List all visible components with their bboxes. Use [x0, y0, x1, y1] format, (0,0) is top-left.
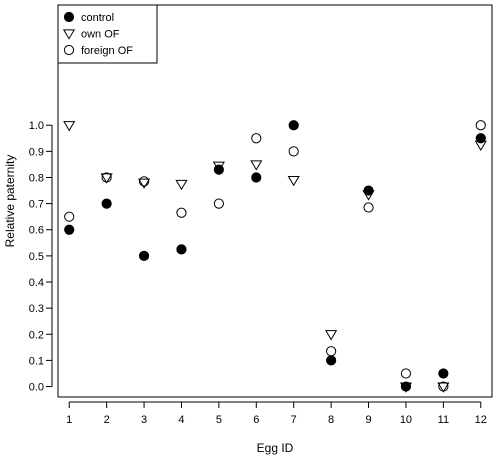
x-tick-label: 12: [475, 414, 487, 426]
data-point-control: [288, 120, 299, 131]
x-tick-label: 6: [253, 414, 259, 426]
y-tick-label: 0.0: [29, 382, 44, 394]
data-point-control: [326, 355, 337, 366]
data-point-foreign-of: [138, 176, 150, 187]
data-point-control: [64, 224, 75, 235]
data-point-own-of: [175, 179, 188, 191]
data-point-control: [475, 133, 486, 144]
x-tick-label: 5: [216, 414, 222, 426]
data-point-foreign-of: [438, 381, 449, 392]
legend-label-foreign-of: foreign OF: [81, 45, 133, 57]
data-point-control: [176, 244, 187, 255]
x-tick-label: 11: [438, 414, 449, 426]
x-tick-label: 1: [66, 414, 72, 426]
legend-marker-control: [63, 11, 75, 23]
data-point-own-of: [362, 190, 375, 201]
data-point-own-of: [212, 161, 225, 172]
data-point-foreign-of: [326, 346, 337, 357]
y-axis: 0.0 0.1 0.2 0.3 0.4 0.5 0.6 0.7 0.8 0.9 1.0: [29, 120, 53, 394]
legend-label-own-of: own OF: [81, 29, 120, 41]
y-tick-label: 1.0: [29, 120, 44, 132]
data-point-own-of: [399, 382, 413, 393]
legend-marker-own-of: [62, 29, 76, 40]
data-point-own-of: [287, 175, 300, 187]
data-point-foreign-of: [363, 202, 374, 213]
x-axis-label: Egg ID: [257, 441, 294, 455]
data-point-foreign-of: [288, 146, 299, 157]
x-axis: 1 2 3 4 5 6 7 8 9 10 11 12: [66, 401, 487, 426]
data-point-own-of: [137, 178, 151, 189]
data-points: [63, 120, 487, 393]
data-point-own-of: [325, 330, 338, 341]
data-point-foreign-of: [176, 207, 187, 218]
y-tick-label: 0.6: [29, 225, 44, 237]
data-point-foreign-of: [101, 172, 112, 183]
y-tick-label: 0.4: [29, 277, 44, 289]
y-tick-label: 0.8: [29, 172, 44, 184]
x-tick-label: 4: [178, 414, 184, 426]
data-point-foreign-of: [400, 368, 412, 379]
legend-marker-foreign-of: [63, 44, 75, 56]
y-tick-label: 0.2: [29, 329, 44, 341]
y-tick-label: 0.9: [29, 146, 44, 158]
x-tick-label: 9: [365, 414, 371, 426]
y-tick-label: 0.3: [29, 303, 44, 315]
y-axis-label: Relative paternity: [3, 155, 17, 248]
data-point-own-of: [100, 173, 113, 184]
legend-items: control own OF foreign OF: [62, 11, 133, 57]
data-point-control: [138, 250, 150, 261]
data-point-foreign-of: [213, 198, 224, 209]
y-tick-label: 0.5: [29, 251, 44, 263]
legend-label-control: control: [81, 12, 114, 24]
plot-frame: [57, 4, 493, 398]
data-point-foreign-of: [251, 133, 262, 144]
data-point-control: [438, 368, 449, 379]
x-tick-label: 2: [104, 414, 110, 426]
y-tick-label: 0.1: [29, 355, 44, 367]
data-point-own-of: [250, 160, 263, 171]
legend: control own OF foreign OF: [57, 4, 158, 64]
data-point-foreign-of: [475, 120, 486, 131]
x-tick-label: 8: [328, 414, 334, 426]
data-point-foreign-of: [64, 211, 75, 222]
x-tick-label: 10: [400, 414, 412, 426]
data-point-control: [101, 198, 112, 209]
data-point-own-of: [437, 382, 450, 393]
y-tick-label: 0.7: [29, 199, 44, 211]
x-tick-label: 3: [141, 414, 147, 426]
data-point-own-of: [474, 140, 487, 151]
data-point-own-of: [63, 121, 76, 132]
x-tick-label: 7: [291, 414, 297, 426]
legend-box: [57, 4, 158, 64]
data-point-control: [251, 172, 262, 183]
